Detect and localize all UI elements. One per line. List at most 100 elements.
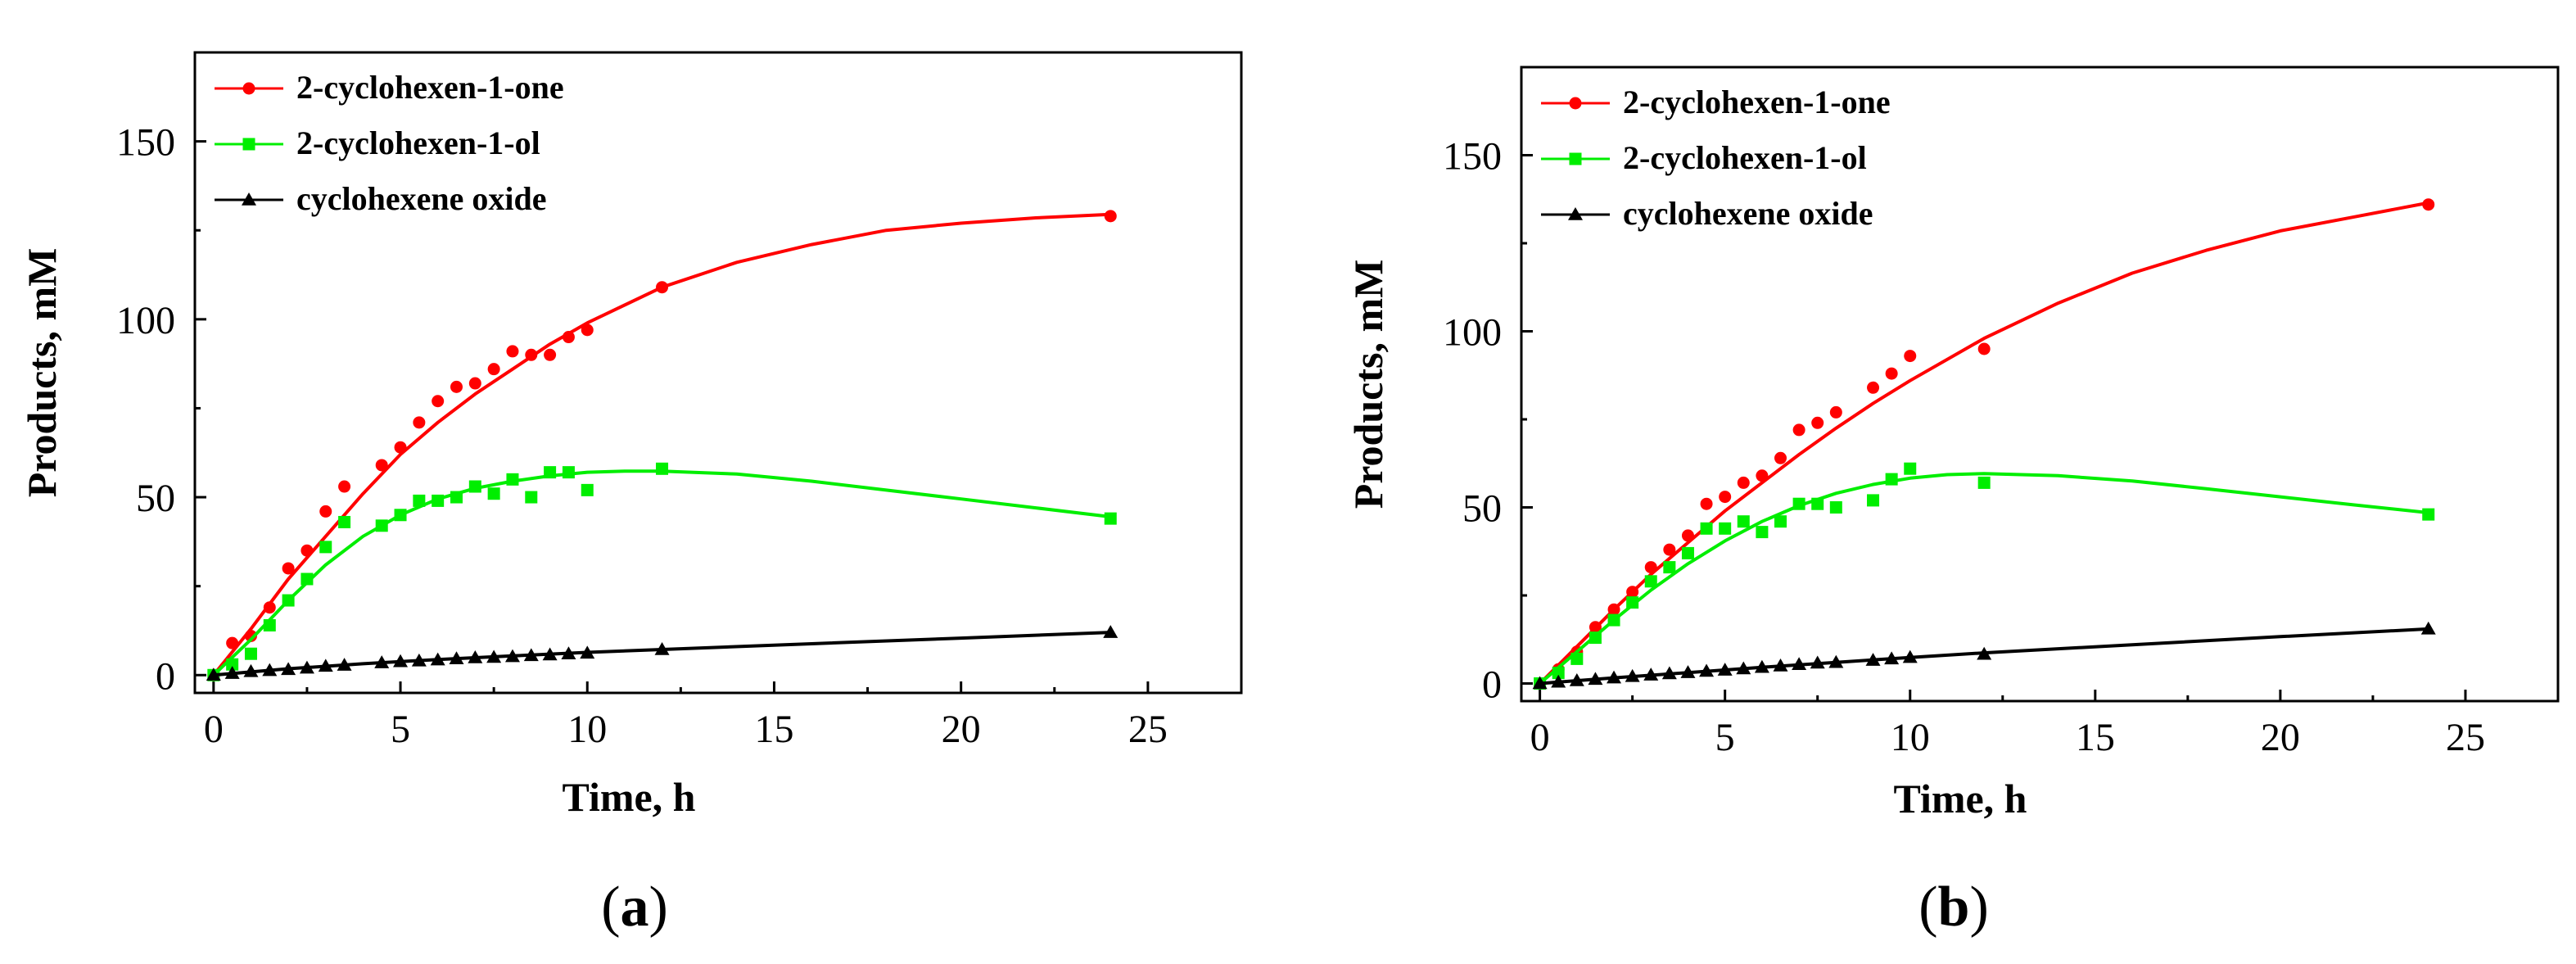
chart-a-panel-label: (a) [601, 876, 668, 939]
chart-b-x-tick-label: 0 [1530, 716, 1550, 759]
chart-b-point-2-cyclohexen-1-ol [1885, 473, 1898, 486]
chart-a-point-cyclohexene-oxide [654, 641, 670, 655]
chart-b-point-cyclohexene-oxide [1680, 665, 1696, 678]
chart-a-x-axis-title: Time, h [563, 774, 696, 820]
chart-a-x-tick-label: 0 [204, 708, 224, 751]
chart-b-point-cyclohexene-oxide [1902, 649, 1918, 663]
chart-a-point-2-cyclohexen-1-ol [506, 473, 519, 486]
chart-b-point-2-cyclohexen-1-one [1904, 350, 1917, 363]
chart-a-point-2-cyclohexen-1-one [244, 629, 257, 642]
chart-a-point-cyclohexene-oxide [468, 649, 483, 663]
chart-a-point-2-cyclohexen-1-ol [263, 618, 276, 631]
chart-b-point-cyclohexene-oxide [1884, 651, 1900, 665]
chart-b-legend-marker-2-cyclohexen-1-one [1569, 97, 1582, 110]
chart-b-point-cyclohexene-oxide [1643, 668, 1659, 681]
chart-a-point-2-cyclohexen-1-ol [319, 541, 332, 554]
chart-a-x-tick-label: 5 [391, 708, 410, 751]
chart-a-point-cyclohexene-oxide [243, 663, 259, 677]
chart-a-point-2-cyclohexen-1-one [1104, 210, 1117, 223]
chart-b-x-tick-label: 10 [1891, 716, 1930, 759]
chart-b-point-cyclohexene-oxide [1588, 672, 1603, 686]
chart-b-point-2-cyclohexen-1-one [1829, 405, 1842, 419]
chart-a-plot-frame [193, 51, 1243, 695]
chart-a-point-2-cyclohexen-1-one [487, 363, 500, 376]
chart-b-point-2-cyclohexen-1-ol [1811, 497, 1824, 510]
chart-a-point-cyclohexene-oxide [224, 666, 240, 679]
chart-a-point-cyclohexene-oxide [281, 662, 296, 676]
chart-b-legend-label-cyclohexene-oxide: cyclohexene oxide [1623, 195, 1873, 232]
chart-b-point-2-cyclohexen-1-ol [1977, 476, 1991, 489]
chart-a-point-2-cyclohexen-1-ol [338, 515, 351, 528]
chart-b-point-2-cyclohexen-1-ol [1552, 667, 1565, 680]
chart-a-point-2-cyclohexen-1-one [581, 324, 594, 337]
chart-b-point-2-cyclohexen-1-ol [1719, 522, 1732, 535]
chart-a-y-tick-label: 100 [116, 299, 175, 342]
chart-panel-a: 0 5 10 15 20 25 0 50 100 150 Time, h Products, mM 2-… [19, 51, 1243, 939]
chart-a-point-cyclohexene-oxide [299, 660, 314, 674]
chart-a-point-2-cyclohexen-1-ol [487, 487, 500, 500]
chart-b-x-tick-label: 25 [2446, 716, 2485, 759]
chart-b-x-tick-label: 5 [1715, 716, 1735, 759]
chart-a-point-cyclohexene-oxide [504, 649, 520, 663]
chart-b-point-2-cyclohexen-1-one [1867, 381, 1880, 394]
chart-a-point-2-cyclohexen-1-ol [656, 462, 669, 475]
chart-a-point-2-cyclohexen-1-one [282, 562, 295, 575]
chart-a-point-2-cyclohexen-1-one [338, 480, 351, 493]
chart-b-point-cyclohexene-oxide [1661, 666, 1677, 680]
chart-b-point-2-cyclohexen-1-ol [1774, 515, 1787, 528]
chart-a-y-tick-label: 150 [116, 121, 175, 165]
chart-b-point-cyclohexene-oxide [1736, 661, 1751, 675]
chart-b-point-2-cyclohexen-1-ol [1663, 561, 1676, 574]
chart-b-point-2-cyclohexen-1-ol [1681, 546, 1694, 559]
chart-a-y-tick-label: 50 [136, 477, 175, 520]
chart-b-point-cyclohexene-oxide [1717, 663, 1733, 676]
chart-b-point-2-cyclohexen-1-one [1681, 529, 1694, 542]
chart-b-point-2-cyclohexen-1-ol [1792, 497, 1805, 510]
chart-a-point-cyclohexene-oxide [374, 655, 390, 668]
chart-b-point-2-cyclohexen-1-ol [2422, 508, 2435, 521]
chart-b-y-axis-title: Products, mM [1345, 260, 1391, 509]
chart-a-point-2-cyclohexen-1-one [432, 395, 445, 408]
chart-a-point-cyclohexene-oxide [206, 668, 221, 681]
chart-a-point-cyclohexene-oxide [580, 645, 595, 659]
chart-a-point-cyclohexene-oxide [486, 649, 502, 663]
chart-a-point-cyclohexene-oxide [337, 658, 352, 671]
chart-b-legend-label-2-cyclohexen-1-ol: 2-cyclohexen-1-ol [1623, 139, 1867, 176]
chart-a-point-2-cyclohexen-1-ol [226, 658, 239, 671]
chart-b-point-2-cyclohexen-1-one [1663, 543, 1676, 556]
chart-b-y-tick-label: 50 [1462, 487, 1502, 531]
chart-a-legend-label-2-cyclohexen-1-ol: 2-cyclohexen-1-ol [296, 124, 540, 161]
chart-a-point-2-cyclohexen-1-ol [525, 491, 538, 504]
chart-b-point-2-cyclohexen-1-one [1885, 367, 1898, 380]
chart-a-point-2-cyclohexen-1-one [263, 601, 276, 614]
chart-a-point-cyclohexene-oxide [542, 647, 558, 661]
chart-b-legend-marker-2-cyclohexen-1-ol [1569, 152, 1582, 165]
chart-b-point-cyclohexene-oxide [1773, 659, 1788, 672]
chart-b-point-2-cyclohexen-1-ol [1904, 462, 1917, 475]
chart-b-point-2-cyclohexen-1-one [1977, 342, 1991, 355]
chart-b-point-2-cyclohexen-1-one [1719, 491, 1732, 504]
chart-b-point-2-cyclohexen-1-one [1756, 469, 1769, 482]
chart-b-x-axis-title: Time, h [1894, 776, 2027, 821]
chart-b-fit-line-2-cyclohexen-1-ol [1539, 472, 2429, 686]
chart-b-point-2-cyclohexen-1-one [1644, 561, 1657, 574]
chart-a-point-2-cyclohexen-1-one [394, 441, 407, 454]
chart-a-point-2-cyclohexen-1-ol [375, 519, 388, 532]
chart-b-point-cyclohexene-oxide [1607, 670, 1622, 684]
chart-b-y-tick-label: 0 [1482, 663, 1502, 707]
chart-b-point-2-cyclohexen-1-ol [1756, 526, 1769, 539]
chart-b-point-2-cyclohexen-1-one [1811, 416, 1824, 429]
chart-a-point-2-cyclohexen-1-ol [413, 494, 426, 507]
chart-b-point-2-cyclohexen-1-one [1700, 497, 1713, 510]
chart-b-point-2-cyclohexen-1-ol [1644, 575, 1657, 588]
chart-a-legend-marker-2-cyclohexen-1-ol [242, 138, 255, 151]
chart-a-y-axis-title: Products, mM [19, 248, 65, 498]
chart-b-x-tick-label: 15 [2076, 716, 2115, 759]
chart-a-point-2-cyclohexen-1-one [450, 380, 463, 393]
chart-b-point-2-cyclohexen-1-ol [1626, 596, 1639, 609]
chart-a-point-2-cyclohexen-1-ol [450, 491, 463, 504]
chart-b-point-2-cyclohexen-1-one [1792, 423, 1805, 437]
chart-b-point-cyclohexene-oxide [2420, 621, 2436, 635]
chart-b-point-2-cyclohexen-1-one [2422, 198, 2435, 211]
